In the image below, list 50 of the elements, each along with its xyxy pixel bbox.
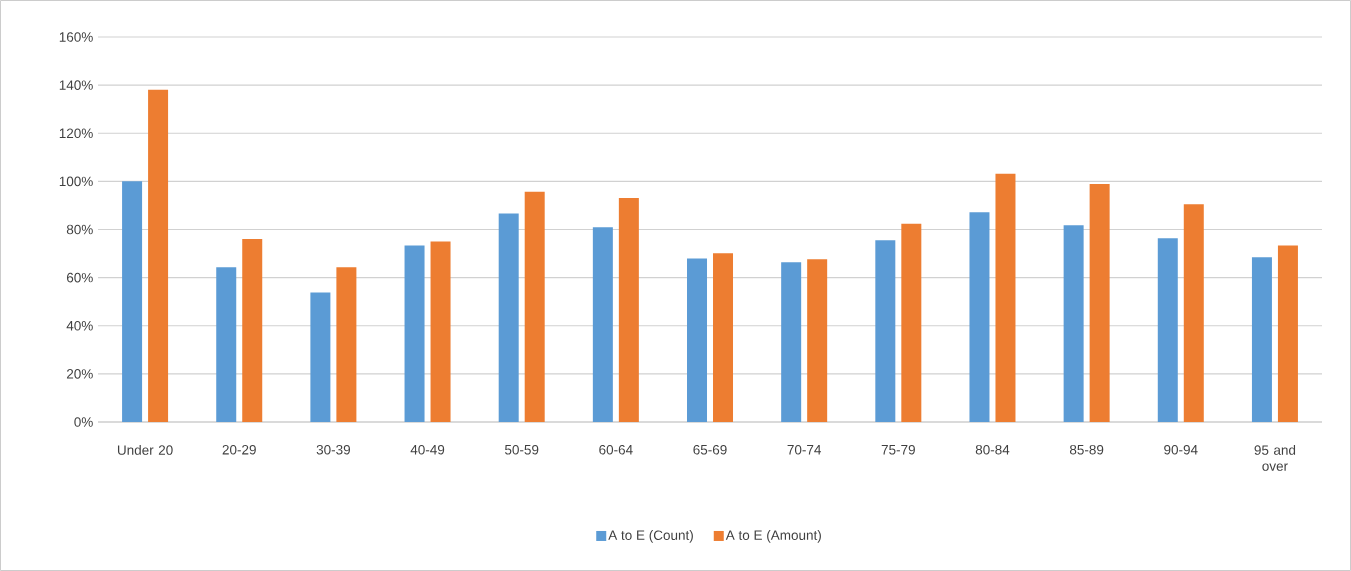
legend-label: A to E (Count) [608, 530, 693, 543]
x-tick-label: 80-84 [975, 444, 1010, 455]
bar [524, 191, 545, 422]
x-tick-label: 95 and over [1254, 444, 1296, 471]
bar [1157, 238, 1178, 422]
legend-label: A to E (Amount) [725, 530, 821, 543]
bar [1089, 184, 1110, 422]
bar [336, 267, 357, 422]
x-tick-label: 85-89 [1069, 444, 1104, 455]
bar [618, 197, 639, 422]
bar [713, 253, 734, 422]
bar [592, 227, 613, 422]
bar [430, 241, 451, 422]
bar [216, 267, 237, 422]
x-tick-label: 40-49 [410, 444, 445, 455]
bar [969, 212, 990, 422]
x-tick-label: 60-64 [599, 444, 633, 455]
y-tick-label: 100% [59, 176, 93, 187]
bar [148, 89, 169, 422]
y-tick-label: 160% [59, 32, 93, 42]
y-tick-label: 80% [66, 224, 93, 235]
bar [995, 173, 1016, 422]
bar [404, 245, 425, 422]
y-tick-label: 40% [66, 320, 93, 331]
bar [242, 238, 263, 422]
x-tick-label: Under 20 [117, 444, 173, 455]
x-tick-label: 70-74 [787, 444, 822, 455]
bar [1251, 257, 1272, 422]
y-tick-label: 20% [66, 369, 93, 379]
bar [1277, 245, 1298, 422]
bar [781, 262, 802, 422]
x-tick-label: 20-29 [222, 444, 256, 455]
bar [310, 292, 331, 422]
bar [901, 223, 922, 422]
y-tick-label: 60% [66, 272, 93, 283]
x-tick-label: 30-39 [316, 444, 351, 455]
x-tick-label: 50-59 [504, 444, 539, 455]
y-tick-label: 140% [59, 80, 93, 90]
y-tick-label: 120% [59, 128, 93, 139]
bar [1183, 204, 1204, 422]
x-tick-label: 90-94 [1164, 444, 1198, 455]
bar [498, 213, 519, 422]
bar [687, 258, 708, 422]
x-tick-label: 75-79 [881, 444, 915, 455]
bar [1063, 225, 1084, 422]
bar [122, 181, 143, 422]
y-tick-label: 0% [74, 417, 93, 427]
bar [875, 240, 896, 422]
bar [807, 259, 828, 422]
x-tick-label: 65-69 [693, 444, 727, 455]
